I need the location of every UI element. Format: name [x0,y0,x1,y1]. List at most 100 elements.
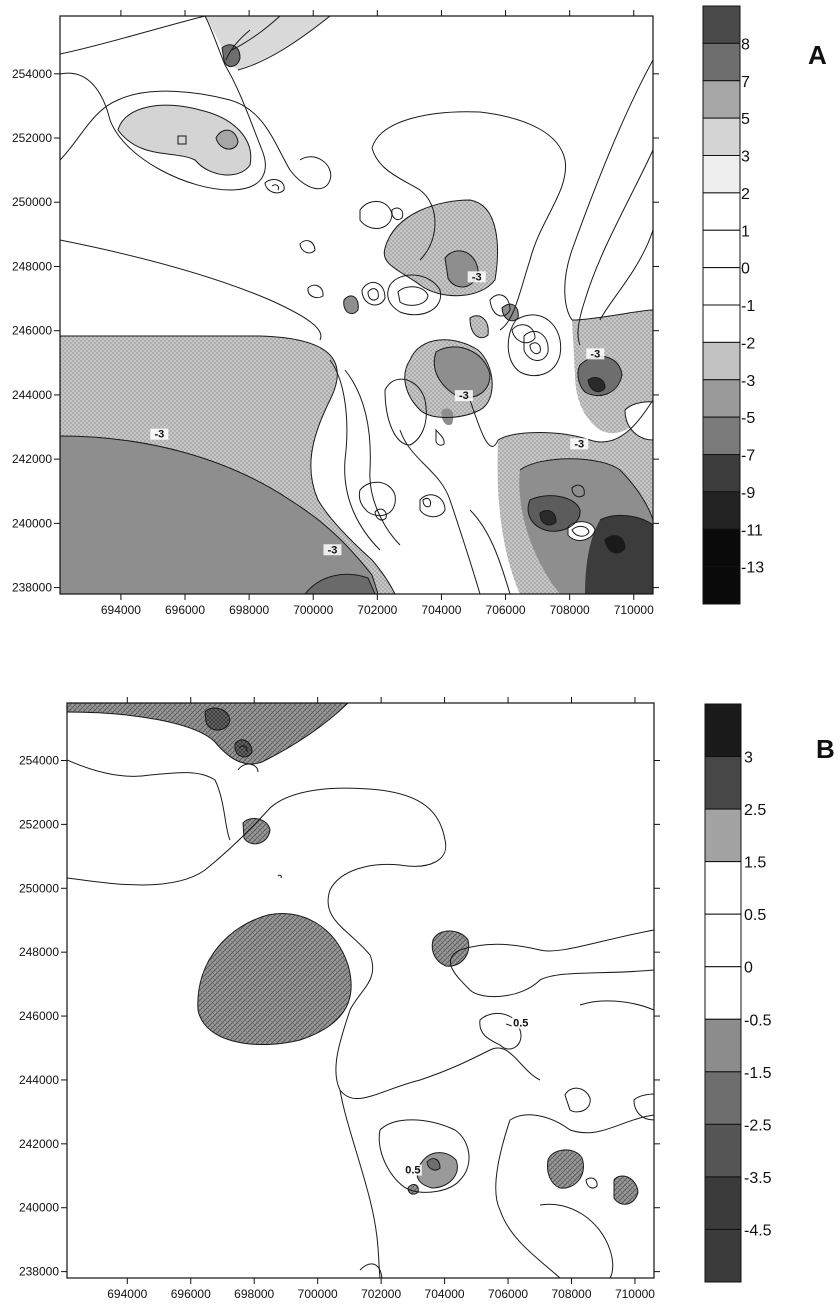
colorbar-swatch [702,566,741,605]
y-tick-label: 246000 [19,1009,59,1023]
y-tick-label: 252000 [12,131,52,145]
y-tick-label: 254000 [19,754,59,768]
colorbar-swatch [704,913,742,968]
contour-label: -3 [472,271,482,283]
colorbar-level-label: 3 [744,750,753,767]
colorbar-level-label: 2.5 [744,802,766,819]
panel-b-axes: 694000 696000 698000 700000 702000 704000 7060… [19,697,660,1301]
y-tick-label: 238000 [19,1265,59,1279]
x-tick-label: 706000 [486,603,526,617]
panel-a-contour-labels: -3 -3 -3 -3 -3 -3 [150,271,605,556]
x-tick-label: 708000 [550,603,590,617]
panel-a-contour-lines [60,16,653,594]
y-tick-label: 240000 [12,516,52,530]
colorbar-swatch [704,966,742,1020]
panel-a-axes: 694000 696000 698000 700000 702000 704000 7060… [12,10,659,617]
colorbar-swatch [702,341,741,381]
colorbar-swatch [702,5,741,44]
colorbar-level-label: 5 [741,111,750,128]
region-b-negative-north [67,703,348,764]
x-tick-label: 696000 [165,603,205,617]
contour-label: 0.5 [513,1018,528,1030]
contour-label-bg [467,271,486,283]
contour-label-bg [511,1017,530,1029]
colorbar-swatch [702,379,741,418]
x-tick-label: 710000 [615,1287,655,1301]
x-tick-label: 700000 [298,1287,338,1301]
colorbar-level-label: 1.5 [744,855,766,872]
y-tick-label: 248000 [19,945,59,959]
x-tick-label: 694000 [107,1287,147,1301]
colorbar-level-label: 0.5 [744,907,766,924]
panel-b-contour-labels: 0.5 0.5 [403,1017,530,1177]
x-tick-label: 710000 [614,603,654,617]
panel-a: -3-3-3-3-3-3 694000 696000 698000 700000 702… [12,5,827,617]
colorbar-swatch [704,1018,742,1073]
y-tick-label: 242000 [19,1137,59,1151]
x-tick-label: 696000 [171,1287,211,1301]
colorbar-level-label: 1 [741,223,750,240]
x-tick-label: 698000 [234,1287,274,1301]
region-a-minus5-southwest [60,436,378,594]
x-tick-label: 700000 [293,603,333,617]
y-tick-label: 248000 [12,259,52,273]
y-tick-label: 244000 [12,388,52,402]
colorbar-swatch [704,703,742,758]
region-b-negative-west [197,913,352,1045]
contour-label: -3 [459,390,469,402]
x-tick-label: 704000 [421,603,461,617]
contour-label-bg [150,428,169,440]
panel-a-plot-frame [59,15,654,595]
contour-label: -3 [574,438,584,450]
colorbar-swatch [704,1228,742,1283]
colorbar-level-label: -2 [741,335,755,352]
x-tick-label: 698000 [229,603,269,617]
colorbar-level-label: 3 [741,149,750,166]
contour-label: -3 [154,429,164,441]
panel-b-contour-lines [67,703,654,1278]
x-tick-label: 702000 [361,1287,401,1301]
colorbar-swatch [702,267,741,306]
x-tick-label: 708000 [551,1287,591,1301]
colorbar-level-label: -13 [741,560,764,577]
colorbar-level-label: -1.5 [744,1065,772,1082]
colorbar-level-label: -7 [741,448,755,465]
y-tick-label: 254000 [12,67,52,81]
panel-b-plot-frame [66,702,655,1279]
colorbar-swatch [702,528,741,568]
panel-b-colorbar: 3 2.5 1.5 0.5 0 -0.5 -1.5 -2.5 -3.5 -4.5 [704,703,772,1283]
colorbar-swatch [702,155,741,194]
colorbar-swatch [702,42,741,82]
y-tick-label: 240000 [19,1201,59,1215]
contour-label: -3 [328,544,338,556]
panel-a-contour-fill [60,16,653,594]
contour-label-bg [586,348,605,360]
colorbar-level-label: 7 [741,74,750,91]
x-tick-label: 702000 [357,603,397,617]
colorbar-swatch [702,304,741,343]
panel-b-label: B [816,734,835,764]
colorbar-swatch [702,229,741,269]
x-tick-label: 704000 [425,1287,465,1301]
contour-label: 0.5 [405,1165,420,1177]
y-tick-label: 252000 [19,817,59,831]
y-tick-label: 250000 [12,195,52,209]
contour-label-bg [570,438,589,450]
colorbar-level-label: -9 [741,485,755,502]
colorbar-swatch [702,117,741,156]
colorbar-level-label: 0 [744,960,753,977]
panel-b-contour-fill [67,703,654,1278]
panel-b: 0.5 0.5 694000 696000 698000 700000 702000 704… [19,697,835,1301]
y-tick-label: 246000 [12,324,52,338]
colorbar-swatch [704,1071,742,1125]
colorbar-swatch [702,80,741,119]
colorbar-swatch [702,416,741,455]
colorbar-level-label: -3 [741,373,755,390]
contour-label-bg [323,544,342,556]
y-tick-label: 238000 [12,581,52,595]
colorbar-swatch [702,192,741,231]
contour-label: -3 [590,348,600,360]
colorbar-swatch [702,454,741,493]
colorbar-level-label: 2 [741,186,750,203]
